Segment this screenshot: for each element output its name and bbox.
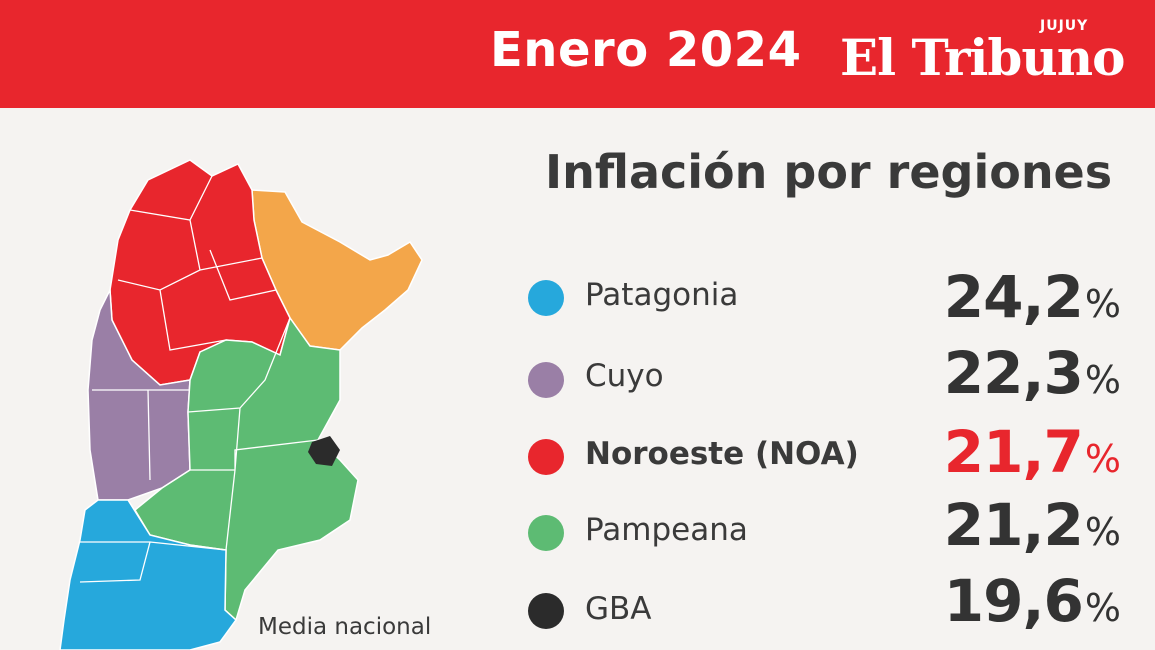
map-caption: Media nacional — [258, 614, 432, 640]
legend-dot — [528, 593, 564, 629]
region-value: 19,6% — [944, 572, 1121, 630]
region-value: 24,2% — [944, 268, 1121, 326]
region-label: GBA — [585, 591, 652, 627]
brand-logo: El Tribuno JUJUY — [840, 14, 1140, 94]
region-row-cuyo: Cuyo 22,3% — [520, 344, 1121, 406]
month-title: Enero 2024 — [490, 22, 802, 78]
region-label: Noroeste (NOA) — [585, 436, 859, 472]
region-value-number: 21,7 — [943, 418, 1084, 486]
region-value-unit: % — [1084, 510, 1121, 554]
region-value-number: 21,2 — [943, 491, 1084, 559]
header-bar: Enero 2024 El Tribuno JUJUY — [0, 0, 1155, 108]
region-row-noa: Noroeste (NOA) 21,7% — [520, 423, 1121, 485]
region-value: 22,3% — [944, 344, 1121, 402]
region-label: Pampeana — [585, 512, 748, 548]
legend-dot — [528, 362, 564, 398]
region-row-pampeana: Pampeana 21,2% — [520, 496, 1121, 560]
region-row-patagonia: Patagonia 24,2% — [520, 268, 1121, 328]
region-label: Patagonia — [585, 277, 739, 313]
map-region-patagonia — [59, 499, 238, 650]
brand-name: El Tribuno — [840, 28, 1125, 87]
region-value-unit: % — [1084, 437, 1121, 481]
region-value-number: 22,3 — [943, 339, 1084, 407]
panel-title: Inflación por regiones — [545, 145, 1113, 199]
region-value: 21,2% — [944, 496, 1121, 554]
region-value-unit: % — [1084, 282, 1121, 326]
region-value-number: 24,2 — [943, 263, 1084, 331]
argentina-regions-map — [59, 159, 423, 650]
region-value: 21,7% — [944, 423, 1121, 481]
region-label: Cuyo — [585, 358, 664, 394]
legend-dot — [528, 439, 564, 475]
legend-dot — [528, 515, 564, 551]
region-value-unit: % — [1084, 586, 1121, 630]
region-row-gba: GBA 19,6% — [520, 572, 1121, 638]
brand-edition: JUJUY — [1040, 18, 1089, 34]
region-value-unit: % — [1084, 358, 1121, 402]
map-region-gba — [308, 436, 340, 466]
region-value-number: 19,6 — [943, 567, 1084, 635]
legend-dot — [528, 280, 564, 316]
